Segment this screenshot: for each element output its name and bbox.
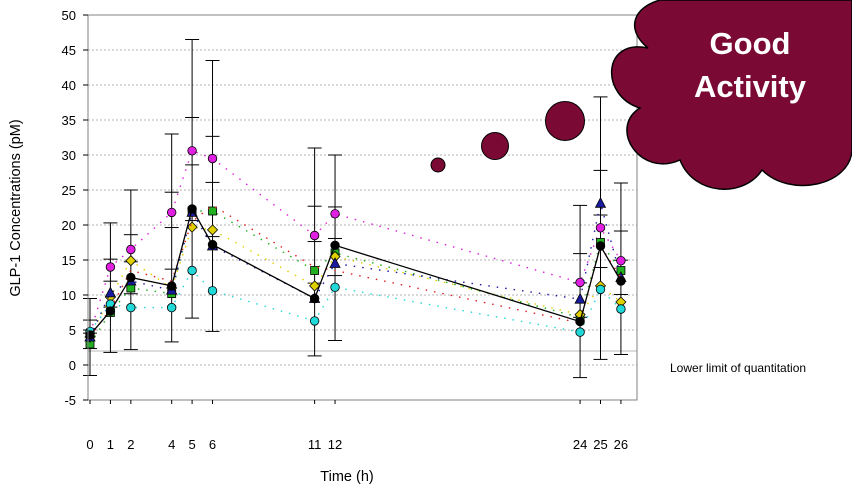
thought-bubble-small (430, 157, 446, 173)
data-point (309, 316, 320, 326)
y-tick-label: -5 (64, 393, 76, 408)
data-point (616, 256, 626, 266)
data-point (207, 153, 218, 164)
series-line (89, 203, 622, 338)
callout-text-good: Good (710, 26, 791, 61)
data-point (105, 306, 116, 316)
good-activity-cloud (610, 0, 852, 190)
y-tick-label: 10 (62, 288, 76, 303)
data-point (329, 257, 341, 268)
data-point (310, 266, 320, 275)
x-tick-label: 5 (188, 437, 195, 452)
series-1 (85, 146, 626, 339)
series-4 (85, 265, 626, 337)
data-point (207, 286, 218, 296)
data-point (126, 302, 136, 313)
x-tick-label: 1 (107, 437, 114, 452)
data-point (206, 224, 219, 236)
data-point (187, 146, 197, 156)
data-point (187, 265, 197, 276)
data-point (575, 327, 585, 337)
data-point (309, 293, 320, 304)
series-0 (85, 204, 626, 340)
data-point (616, 304, 626, 314)
x-axis-title: Time (h) (320, 469, 373, 485)
data-point (126, 272, 136, 283)
x-tick-label: 25 (593, 437, 607, 452)
data-point (594, 196, 607, 208)
data-point (104, 286, 117, 298)
y-tick-label: 15 (62, 253, 76, 268)
data-point (166, 302, 177, 313)
x-tick-label: 11 (308, 437, 322, 452)
gridlines (88, 49, 637, 366)
data-point (575, 277, 585, 288)
data-point (330, 282, 340, 293)
y-axis-title: GLP-1 Concentrations (pM) (8, 119, 24, 296)
data-series (84, 146, 627, 349)
data-point (85, 330, 95, 340)
data-point (309, 230, 320, 241)
series-line (89, 269, 622, 333)
thought-bubble-large (545, 101, 585, 141)
data-point (616, 276, 626, 286)
y-tick-label: 50 (62, 8, 76, 23)
data-point (166, 281, 177, 291)
y-tick-label: 40 (62, 78, 76, 93)
data-point (574, 292, 586, 304)
y-tick-label: 0 (69, 358, 76, 373)
data-point (125, 255, 137, 267)
y-tick-label: 30 (62, 148, 76, 163)
y-tick-label: 45 (62, 43, 76, 58)
plot-frame (87, 14, 638, 401)
data-point (330, 209, 340, 219)
data-point (166, 207, 177, 218)
x-tick-label: 0 (86, 437, 93, 452)
series-2 (85, 206, 626, 349)
good-activity-callout: Good Activity (430, 0, 852, 190)
x-tick-label: 26 (614, 437, 628, 452)
data-point (575, 316, 585, 327)
data-point (595, 284, 606, 295)
x-tick-label: 24 (573, 437, 587, 452)
data-point (186, 221, 198, 233)
data-point (330, 240, 340, 251)
y-tick-label: 35 (62, 113, 76, 128)
data-point (595, 223, 606, 233)
y-tick-label: 5 (69, 323, 76, 338)
x-tick-label: 6 (209, 437, 216, 452)
series-line (89, 210, 622, 345)
callout-text-activity: Activity (694, 69, 807, 104)
data-point (208, 206, 217, 216)
x-tick-label: 4 (168, 437, 175, 452)
lower-limit-label: Lower limit of quantitation (670, 361, 806, 375)
series-3 (84, 221, 627, 343)
data-point (126, 244, 136, 255)
data-point (207, 239, 218, 250)
x-tick-label: 2 (127, 437, 134, 452)
error-bars (83, 39, 628, 379)
y-tick-label: 25 (62, 183, 76, 198)
thought-bubble-medium (481, 132, 509, 160)
x-tick-label: 12 (328, 437, 342, 452)
y-tick-label: 20 (62, 218, 76, 233)
data-point (187, 204, 197, 214)
data-point (595, 241, 606, 251)
data-point (309, 280, 321, 292)
data-point (105, 262, 116, 272)
